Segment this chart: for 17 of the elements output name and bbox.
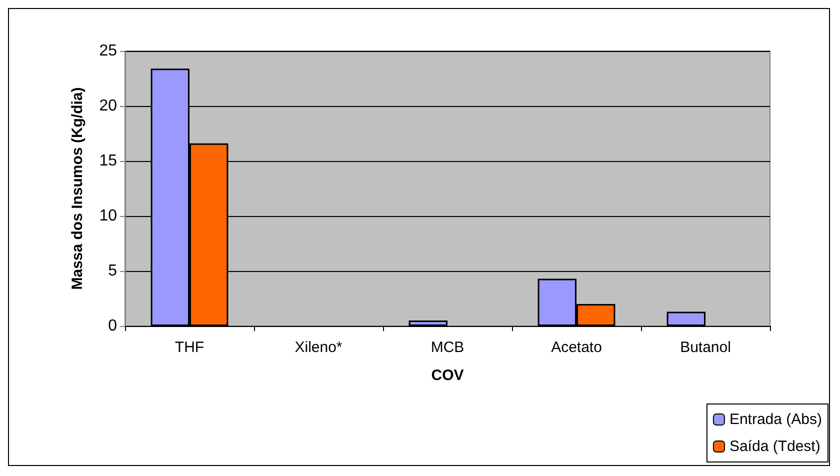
x-axis-title: COV — [431, 367, 464, 384]
x-tick-label: THF — [174, 339, 204, 356]
y-tick-label: 5 — [108, 262, 118, 280]
y-tick-label: 0 — [108, 318, 118, 334]
legend-label: Entrada (Abs) — [729, 411, 822, 428]
y-axis-title: Massa dos Insumos (Kg/dia) — [69, 87, 86, 290]
x-tick-label: Acetato — [551, 339, 602, 356]
bar — [408, 320, 448, 326]
y-tick-label: 25 — [99, 42, 118, 60]
bar — [666, 312, 706, 326]
y-tick-label: 15 — [99, 152, 118, 170]
x-tick-label: Xileno* — [294, 339, 342, 356]
x-tick-label: Butanol — [680, 339, 731, 356]
y-tick-label: 20 — [99, 98, 118, 114]
legend-label: Saída (Tdest) — [729, 438, 820, 455]
y-tick-label: 10 — [99, 208, 118, 224]
x-tick-label: MCB — [430, 339, 464, 356]
